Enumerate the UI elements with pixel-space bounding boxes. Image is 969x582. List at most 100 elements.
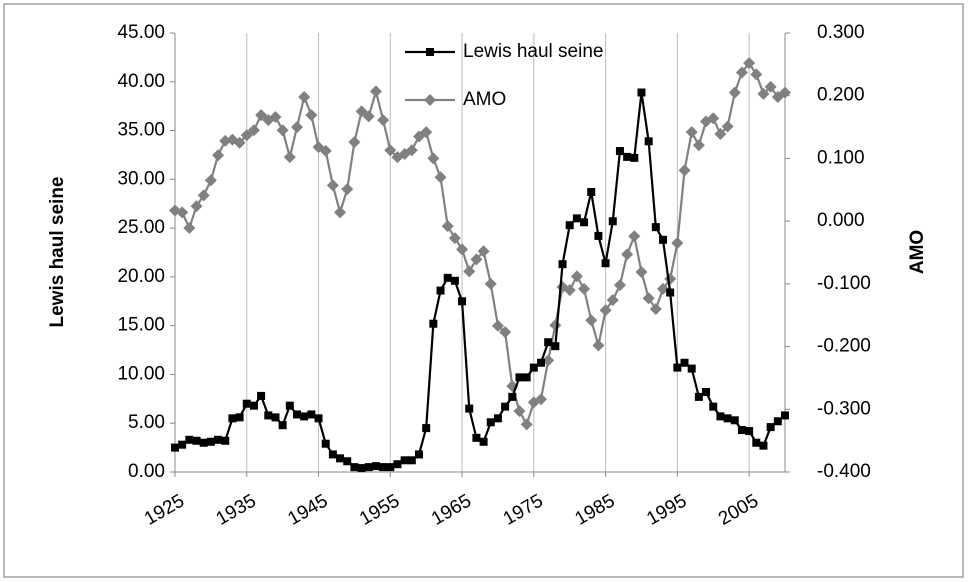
data-point — [291, 121, 303, 134]
data-point — [427, 152, 440, 165]
data-point — [293, 410, 301, 419]
data-point — [197, 189, 210, 202]
data-point — [743, 57, 756, 70]
data-point — [702, 388, 711, 397]
data-point — [305, 109, 318, 122]
y2-axis-title: AMO — [907, 230, 928, 274]
data-point — [728, 86, 741, 99]
data-point — [599, 304, 612, 317]
data-point — [264, 411, 273, 420]
y-tick-label: 30.00 — [117, 168, 165, 189]
data-point — [176, 206, 189, 219]
y2-tick-label: -0.300 — [817, 398, 871, 419]
data-point — [694, 392, 703, 401]
data-point — [723, 414, 732, 423]
data-point — [350, 463, 359, 472]
data-point — [685, 126, 698, 139]
data-point — [386, 463, 395, 472]
data-point — [233, 136, 246, 149]
data-point — [542, 354, 555, 367]
data-point — [714, 127, 727, 140]
data-point — [472, 433, 481, 442]
data-point — [307, 410, 316, 419]
data-point — [362, 110, 375, 123]
data-point — [520, 418, 533, 431]
data-point — [235, 413, 244, 422]
data-point — [470, 253, 483, 266]
data-point — [621, 248, 634, 261]
y-tick-label: 40.00 — [117, 71, 165, 92]
data-point — [204, 174, 217, 187]
y2-tick-label: -0.200 — [817, 336, 871, 357]
data-point — [623, 152, 632, 161]
data-point — [420, 126, 433, 139]
data-point — [436, 286, 445, 295]
data-point — [630, 153, 639, 162]
data-point — [737, 426, 746, 435]
data-point — [680, 358, 689, 367]
y-tick-label: 35.00 — [117, 120, 165, 141]
data-point — [434, 171, 447, 184]
data-point — [779, 86, 791, 99]
y-tick-label: 15.00 — [117, 315, 165, 336]
data-point — [321, 439, 330, 448]
chart-frame — [3, 3, 964, 578]
data-point — [199, 438, 208, 447]
data-point — [673, 363, 682, 372]
data-point — [628, 230, 641, 243]
data-point — [735, 66, 748, 79]
y2-tick-label: 0.200 — [817, 85, 865, 106]
data-point — [269, 111, 282, 124]
data-point — [214, 435, 223, 444]
data-point — [606, 294, 619, 307]
y2-tick-label: 0.000 — [817, 210, 865, 231]
legend-marker — [424, 94, 436, 106]
data-point — [513, 405, 526, 418]
data-point — [348, 136, 361, 149]
data-point — [271, 413, 280, 422]
data-point — [477, 245, 490, 258]
data-point — [407, 456, 416, 465]
data-point — [644, 137, 653, 146]
data-point — [341, 183, 354, 196]
data-point — [657, 282, 669, 295]
data-point — [456, 243, 469, 256]
data-point — [635, 265, 648, 278]
data-point — [537, 358, 545, 367]
data-point — [508, 392, 517, 401]
data-point — [499, 326, 512, 339]
data-point — [228, 414, 237, 423]
y2-tick-label: 0.100 — [817, 147, 865, 168]
data-point — [649, 302, 662, 315]
data-point — [384, 144, 397, 157]
data-point — [393, 460, 402, 469]
data-point — [587, 188, 596, 197]
data-point — [247, 124, 260, 137]
data-point — [298, 90, 311, 103]
data-point — [716, 412, 725, 421]
data-point — [364, 463, 373, 472]
data-point — [479, 437, 488, 446]
data-point — [671, 237, 684, 250]
data-point — [551, 342, 560, 351]
legend-label: AMO — [463, 89, 506, 110]
data-point — [185, 435, 194, 444]
data-point — [750, 68, 763, 81]
data-point — [257, 391, 266, 400]
data-point — [491, 319, 504, 332]
data-point — [752, 438, 761, 447]
y2-tick-label: -0.100 — [817, 273, 871, 294]
data-point — [745, 427, 754, 436]
data-point — [642, 292, 655, 305]
data-point — [206, 437, 215, 446]
data-point — [190, 200, 203, 213]
data-point — [314, 414, 323, 423]
data-point — [240, 129, 253, 142]
y2-tick-label: 0.300 — [817, 22, 865, 43]
data-point — [678, 164, 691, 177]
data-point — [558, 260, 567, 269]
y-axis-title: Lewis haul seine — [47, 177, 68, 328]
data-point — [405, 144, 418, 157]
data-point — [192, 436, 201, 445]
